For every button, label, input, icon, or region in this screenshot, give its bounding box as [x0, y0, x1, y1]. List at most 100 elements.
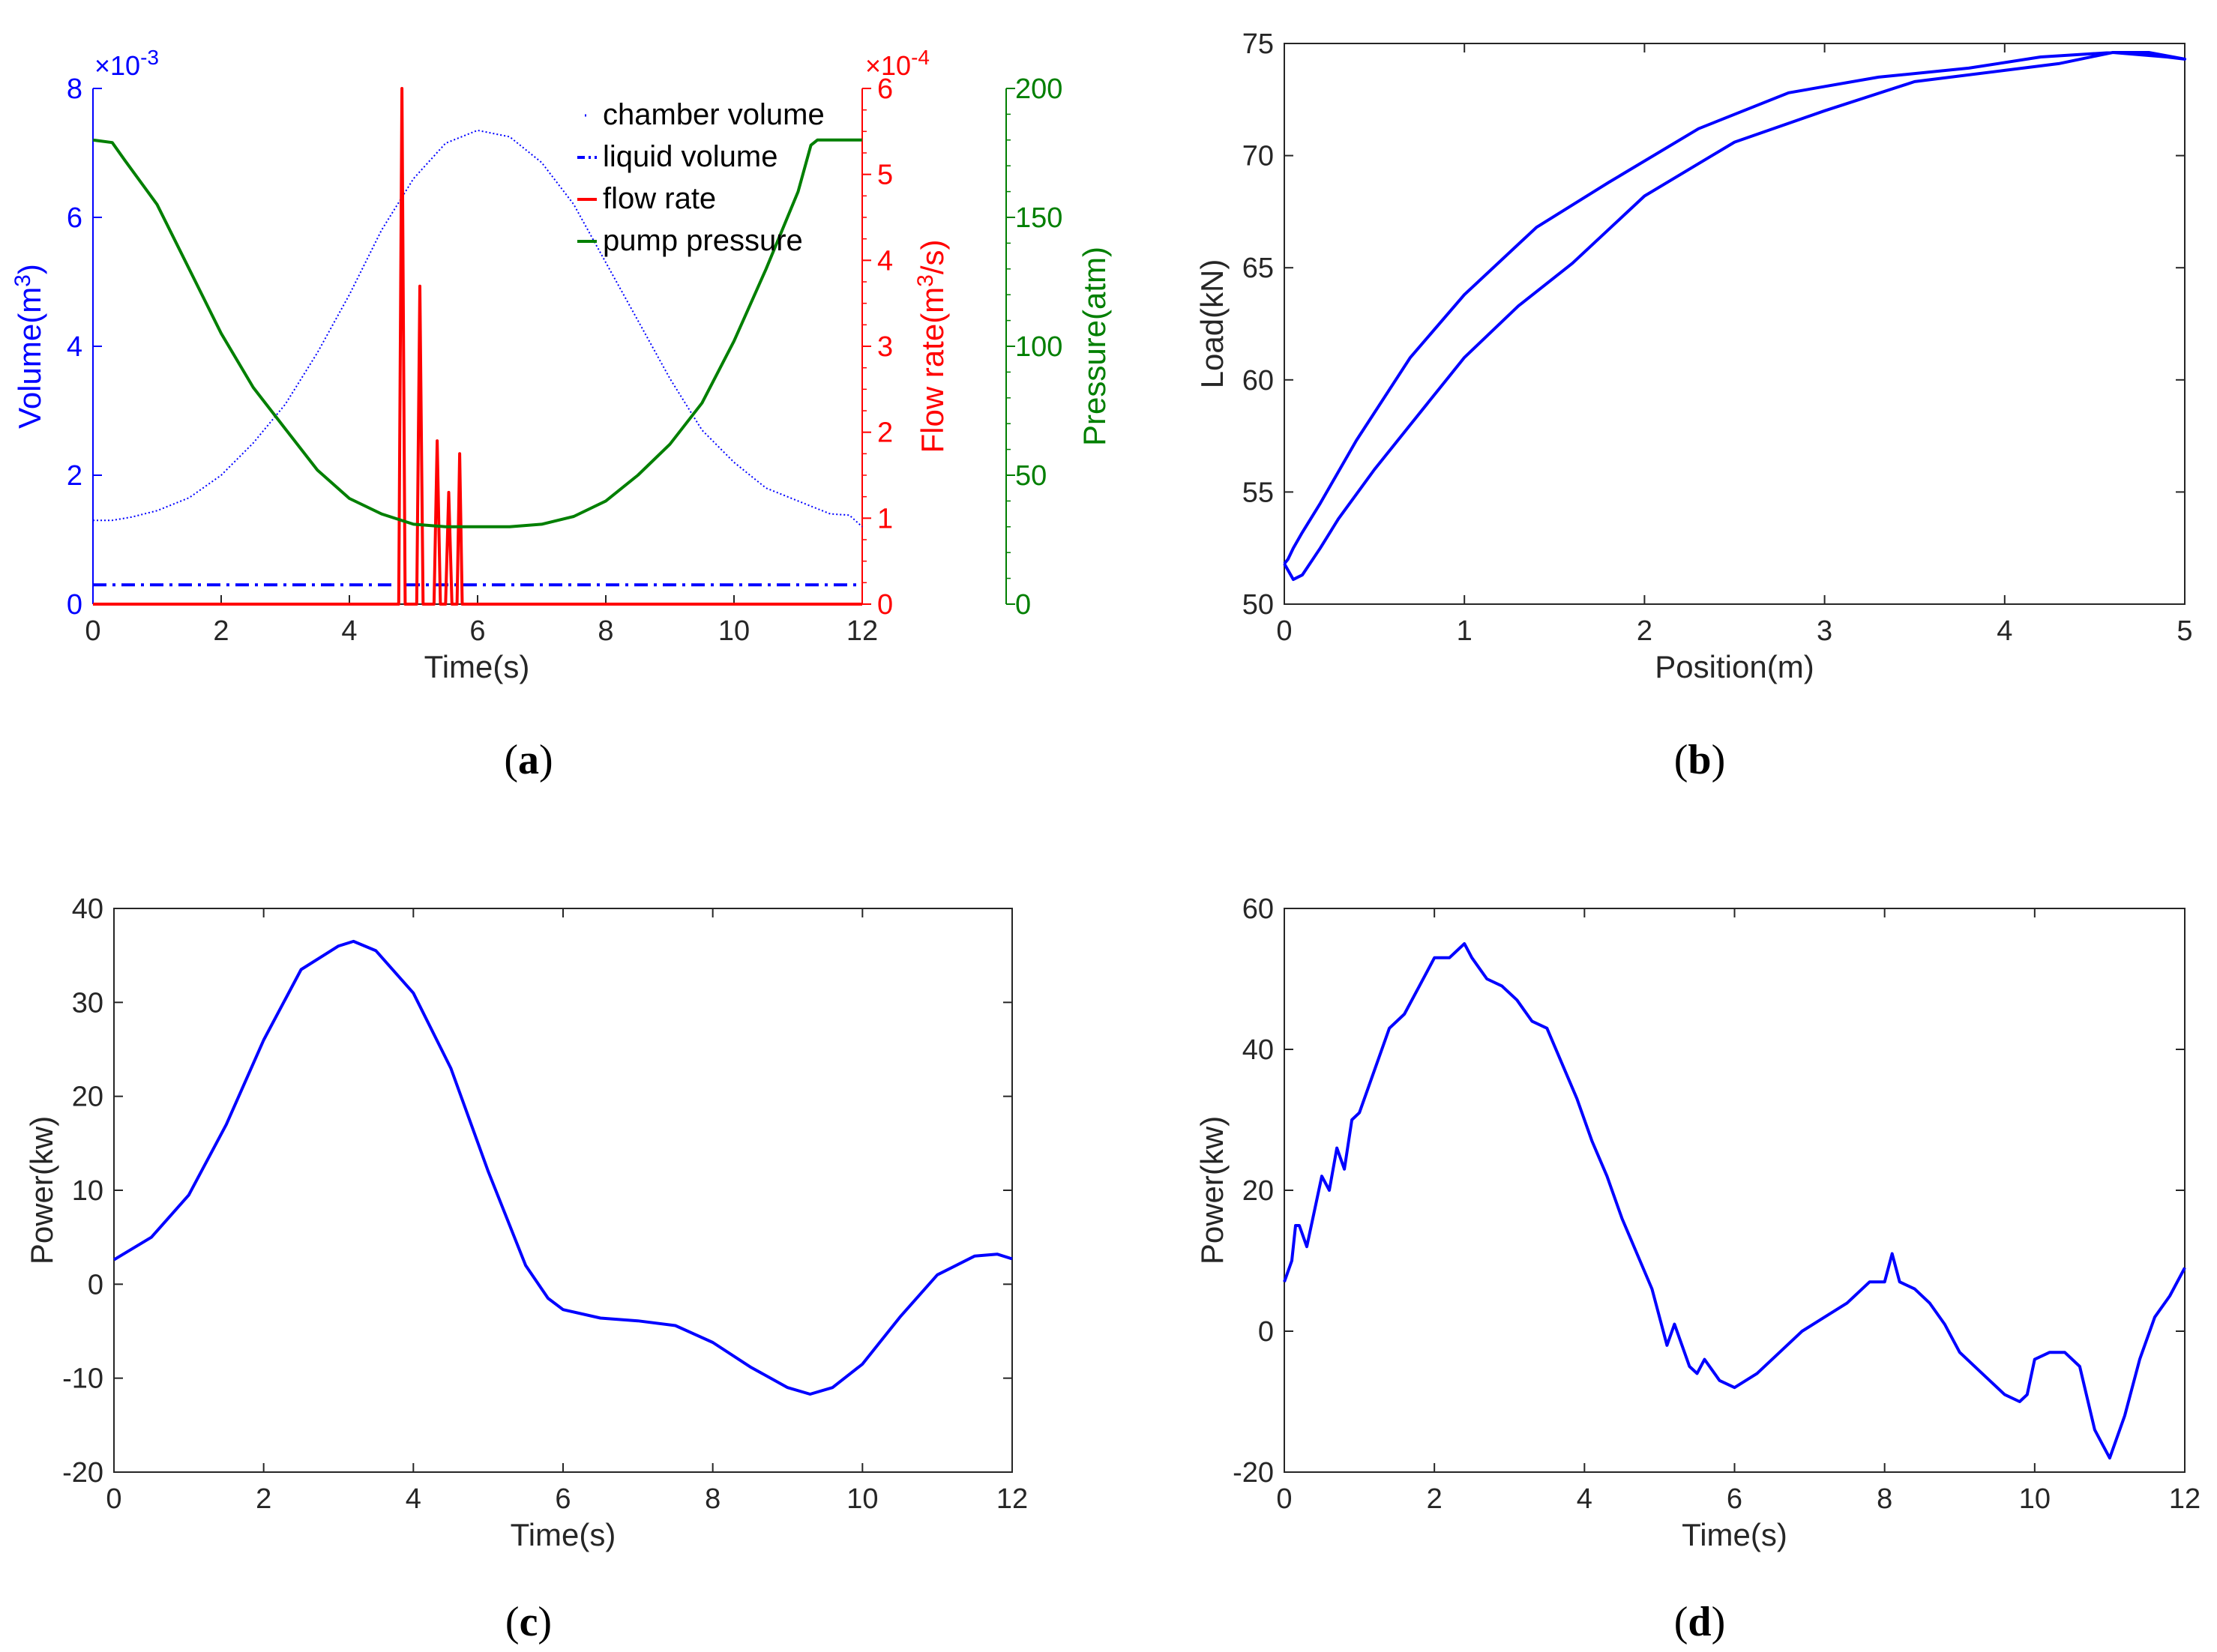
- x-tick-label: 1: [1457, 615, 1473, 647]
- series-chamber-volume: [93, 129, 863, 528]
- multiplier-exponent: -3: [140, 46, 159, 69]
- flow-tick-label: 1: [877, 503, 893, 534]
- legend-label: chamber volume: [603, 98, 825, 131]
- volume-axis-label: Volume(m3): [10, 264, 47, 429]
- label-part: Flow rate(m: [915, 287, 950, 453]
- x-tick-label: 6: [1727, 1483, 1742, 1515]
- multiplier-base: ×10: [94, 50, 140, 81]
- pressure-tick-label: 50: [1015, 460, 1047, 492]
- flow-tick-label: 4: [877, 245, 893, 277]
- y-tick-label: 0: [1258, 1316, 1274, 1348]
- x-tick-label: 8: [598, 615, 613, 647]
- series-pump-pressure: [92, 138, 862, 528]
- x-tick-label: 4: [1997, 615, 2012, 647]
- volume-tick-label: 4: [67, 331, 82, 363]
- series-line: [112, 939, 1013, 1396]
- caption-b: (b): [1674, 737, 1725, 783]
- y-tick-label: 50: [1242, 589, 1274, 621]
- legend-label: pump pressure: [603, 224, 803, 257]
- x-tick-label: 0: [1276, 615, 1292, 647]
- y-tick-label: 55: [1242, 477, 1274, 508]
- label-part: 3: [10, 274, 35, 287]
- legend-label: flow rate: [603, 182, 716, 215]
- flow-tick-label: 5: [877, 160, 893, 191]
- x-tick-label: 3: [1817, 615, 1832, 647]
- y-tick-label: 0: [88, 1269, 103, 1300]
- x-tick-label: 6: [469, 615, 485, 647]
- multiplier-base: ×10: [865, 50, 911, 81]
- pressure-tick-label: 100: [1015, 331, 1062, 363]
- pressure-tick-label: 200: [1015, 73, 1062, 105]
- panel-a-chart: 0 2 4 6 8 10 12Time(s)02468×10-3Volume(m3)0123…: [10, 46, 1112, 684]
- x-tick-label: 12: [2169, 1483, 2201, 1515]
- x-tick-label: 2: [1427, 1483, 1443, 1515]
- pressure-tick-label: 150: [1015, 202, 1062, 234]
- x-tick-label: 12: [996, 1483, 1028, 1515]
- x-tick-label: 10: [2019, 1483, 2051, 1515]
- x-tick-label: 2: [213, 615, 229, 647]
- volume-tick-label: 0: [67, 589, 82, 621]
- x-tick-label: 0: [85, 615, 100, 647]
- x-tick-label: 0: [106, 1483, 121, 1515]
- pressure-tick-label: 0: [1015, 589, 1031, 621]
- volume-tick-label: 6: [67, 202, 82, 234]
- series-line: [1283, 942, 2186, 1460]
- x-tick-label: 2: [256, 1483, 271, 1515]
- legend-label: liquid volume: [603, 140, 777, 173]
- flow-tick-label: 0: [877, 589, 893, 621]
- y-tick-label: -10: [62, 1363, 103, 1395]
- y-axis-label: Power(kw): [24, 1116, 59, 1264]
- volume-tick-label: 2: [67, 460, 82, 492]
- label-part: /s): [915, 239, 950, 274]
- y-tick-label: 10: [72, 1175, 103, 1207]
- flow-tick-label: 6: [877, 73, 893, 105]
- x-tick-label: 5: [2177, 615, 2192, 647]
- x-tick-label: 0: [1276, 1483, 1292, 1515]
- y-tick-label: 60: [1242, 893, 1274, 925]
- y-axis-label: Power(kw): [1194, 1116, 1230, 1264]
- flow-tick-label: 2: [877, 417, 893, 449]
- y-tick-label: 20: [72, 1082, 103, 1113]
- multiplier-exponent: -4: [911, 46, 930, 69]
- x-tick-label: 10: [718, 615, 750, 647]
- y-tick-label: 70: [1242, 141, 1274, 172]
- y-tick-label: 65: [1242, 253, 1274, 284]
- x-axis-label: Time(s): [1682, 1517, 1787, 1552]
- flow-tick-label: 3: [877, 331, 893, 363]
- y-tick-label: -20: [1233, 1457, 1274, 1489]
- x-tick-label: 8: [1877, 1483, 1892, 1515]
- label-part: ): [12, 264, 47, 274]
- label-part: Volume(m: [12, 287, 47, 429]
- x-tick-label: 4: [341, 615, 357, 647]
- legend: chamber volume liquid volume flow rate pump…: [577, 98, 825, 257]
- caption-a: (a): [504, 737, 553, 783]
- x-tick-label: 2: [1637, 615, 1652, 647]
- y-tick-label: 40: [1242, 1034, 1274, 1066]
- y-tick-label: 75: [1242, 28, 1274, 60]
- y-tick-label: 40: [72, 893, 103, 925]
- x-tick-label: 8: [705, 1483, 721, 1515]
- x-tick-label: 4: [1577, 1483, 1592, 1515]
- y-tick-label: 20: [1242, 1175, 1274, 1207]
- plot-frame: [1284, 43, 2186, 605]
- caption-d: (d): [1674, 1599, 1725, 1645]
- y-tick-label: 60: [1242, 365, 1274, 397]
- pressure-axis-label: Pressure(atm): [1077, 247, 1112, 446]
- volume-multiplier: ×10-3: [94, 46, 159, 81]
- x-axis-label: Position(m): [1655, 649, 1814, 684]
- y-tick-label: -20: [62, 1457, 103, 1489]
- flow-multiplier: ×10-4: [865, 46, 930, 81]
- label-part: 3: [913, 274, 938, 287]
- x-axis-label: Time(s): [511, 1517, 616, 1552]
- x-tick-label: 6: [555, 1483, 571, 1515]
- y-tick-label: 30: [72, 987, 103, 1019]
- series-flow-rate: [93, 87, 862, 606]
- x-tick-label: 12: [846, 615, 878, 647]
- volume-tick-label: 8: [67, 73, 82, 105]
- flow-axis-label: Flow rate(m3/s): [913, 239, 950, 453]
- x-tick-label: 10: [846, 1483, 878, 1515]
- caption-c: (c): [505, 1599, 552, 1645]
